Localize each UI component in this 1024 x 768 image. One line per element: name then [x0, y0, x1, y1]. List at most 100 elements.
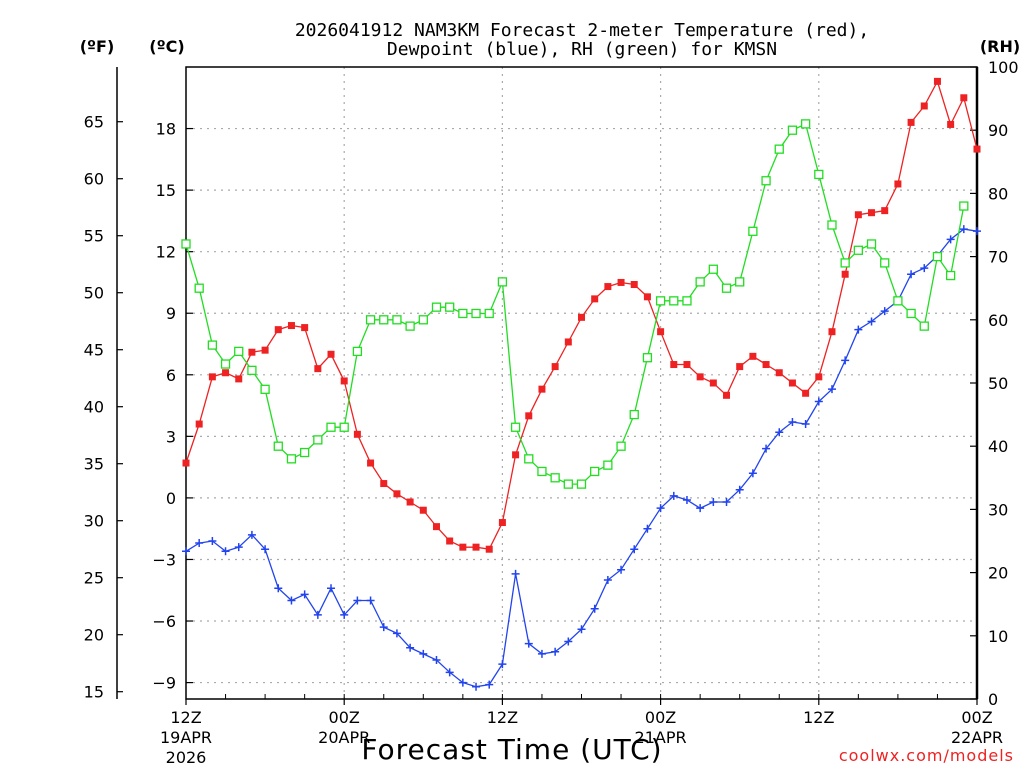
celsius-tick-label: 18: [156, 120, 176, 139]
dewpoint-point: [722, 498, 731, 507]
temperature-point: [525, 412, 533, 420]
rh-point: [207, 340, 218, 350]
rh-point: [313, 435, 323, 445]
temperature-point: [683, 361, 691, 369]
rh-point: [497, 277, 508, 287]
dewpoint-point: [392, 629, 401, 638]
dewpoint-point: [801, 420, 810, 429]
rh-point: [800, 119, 811, 129]
dewpoint-point: [274, 584, 283, 593]
rh-point: [458, 308, 468, 319]
dewpoint-point: [524, 639, 533, 648]
celsius-tick-label: 15: [156, 181, 176, 200]
rh-point: [853, 245, 863, 255]
fahrenheit-tick-label: 65: [84, 113, 104, 132]
celsius-tick-label: 12: [156, 243, 176, 262]
dewpoint-point: [445, 668, 454, 677]
celsius-tick-label: −9: [152, 674, 176, 693]
dewpoint-point: [867, 317, 876, 326]
dewpoint-point: [208, 537, 217, 545]
dewpoint-point: [287, 596, 296, 605]
temperature-point: [762, 361, 770, 369]
temperature-point: [432, 523, 440, 531]
rh-point: [669, 296, 679, 306]
dewpoint-point: [973, 227, 981, 236]
fahrenheit-tick-label: 60: [84, 170, 104, 189]
fahrenheit-tick-label: 50: [84, 284, 104, 303]
dewpoint-point: [748, 469, 757, 478]
x-tick-label-time: 12Z: [170, 708, 201, 727]
dewpoint-point: [959, 225, 968, 234]
rh-point: [840, 258, 850, 268]
rh-tick-label: 30: [988, 500, 1008, 519]
dewpoint-point: [379, 623, 388, 632]
rh-point: [471, 308, 481, 319]
dewpoint-point: [617, 565, 626, 574]
rh-point: [919, 321, 929, 331]
dewpoint-point: [814, 397, 823, 406]
rh-point: [352, 346, 363, 357]
rh-point: [326, 422, 336, 432]
temperature-point: [907, 118, 915, 126]
celsius-tick-label: −6: [152, 612, 176, 631]
rh-tick-label: 20: [988, 564, 1008, 583]
x-axis-title: Forecast Time (UTC): [361, 733, 662, 766]
dewpoint-point: [458, 678, 467, 687]
dewpoint-point: [485, 680, 494, 689]
chart-titles: 2026041912 NAM3KM Forecast 2-meter Tempe…: [295, 20, 869, 60]
rh-point: [616, 441, 626, 451]
rh-point: [537, 466, 547, 477]
chart-title-line1: 2026041912 NAM3KM Forecast 2-meter Tempe…: [295, 20, 869, 41]
x-tick-label-time: 12Z: [487, 708, 518, 727]
rh-point: [299, 447, 310, 458]
rh-point: [708, 264, 718, 274]
dewpoint-point: [709, 498, 718, 507]
dewpoint-point: [669, 491, 678, 500]
dewpoint-point: [827, 385, 836, 394]
rh-point: [906, 308, 916, 319]
temperature-point: [498, 519, 506, 527]
rh-point: [590, 466, 600, 477]
fahrenheit-tick-label: 45: [84, 341, 104, 360]
temperature-point: [591, 295, 599, 303]
rh-point: [563, 479, 573, 489]
chart-title-line2: Dewpoint (blue), RH (green) for KMSN: [387, 39, 777, 60]
dewpoint-point: [182, 547, 190, 556]
temperature-point: [894, 180, 902, 188]
temperature-point: [815, 373, 823, 381]
rh-point: [814, 169, 824, 180]
dewpoint-point: [682, 495, 691, 504]
dewpoint-point: [551, 647, 560, 656]
dewpoint-point: [696, 504, 705, 513]
fahrenheit-tick-label: 40: [84, 398, 104, 417]
x-tick-label-date: 21APR: [635, 728, 687, 747]
rh-point: [735, 277, 745, 287]
temperature-point: [775, 369, 783, 377]
gridlines: [186, 67, 977, 699]
series-line-dewpoint: [185, 228, 978, 688]
rh-point: [418, 315, 428, 325]
rh-point: [682, 296, 692, 306]
dewpoint-point: [775, 428, 784, 437]
dewpoint-point: [195, 539, 204, 548]
temperature-point: [868, 209, 876, 217]
x-tick-label-date: 20APR: [318, 728, 370, 747]
temperature-point: [960, 94, 968, 102]
rh-tick-label: 70: [988, 248, 1008, 267]
rh-tick-label: 100: [988, 58, 1019, 77]
temperature-point: [248, 348, 256, 356]
x-tick-label-year: 2026: [166, 748, 207, 767]
dewpoint-point: [340, 610, 349, 619]
temperature-point: [802, 389, 810, 397]
temperature-point: [630, 281, 638, 289]
rh-point: [945, 270, 956, 281]
rh-point: [748, 226, 758, 236]
temperature-point: [287, 322, 295, 330]
rh-point: [510, 422, 521, 432]
temperature-point: [604, 283, 612, 291]
dewpoint-point: [643, 524, 652, 533]
temperature-point: [327, 350, 335, 358]
temperature-point: [828, 328, 836, 336]
rh-point: [761, 176, 771, 186]
dewpoint-point: [511, 569, 520, 578]
